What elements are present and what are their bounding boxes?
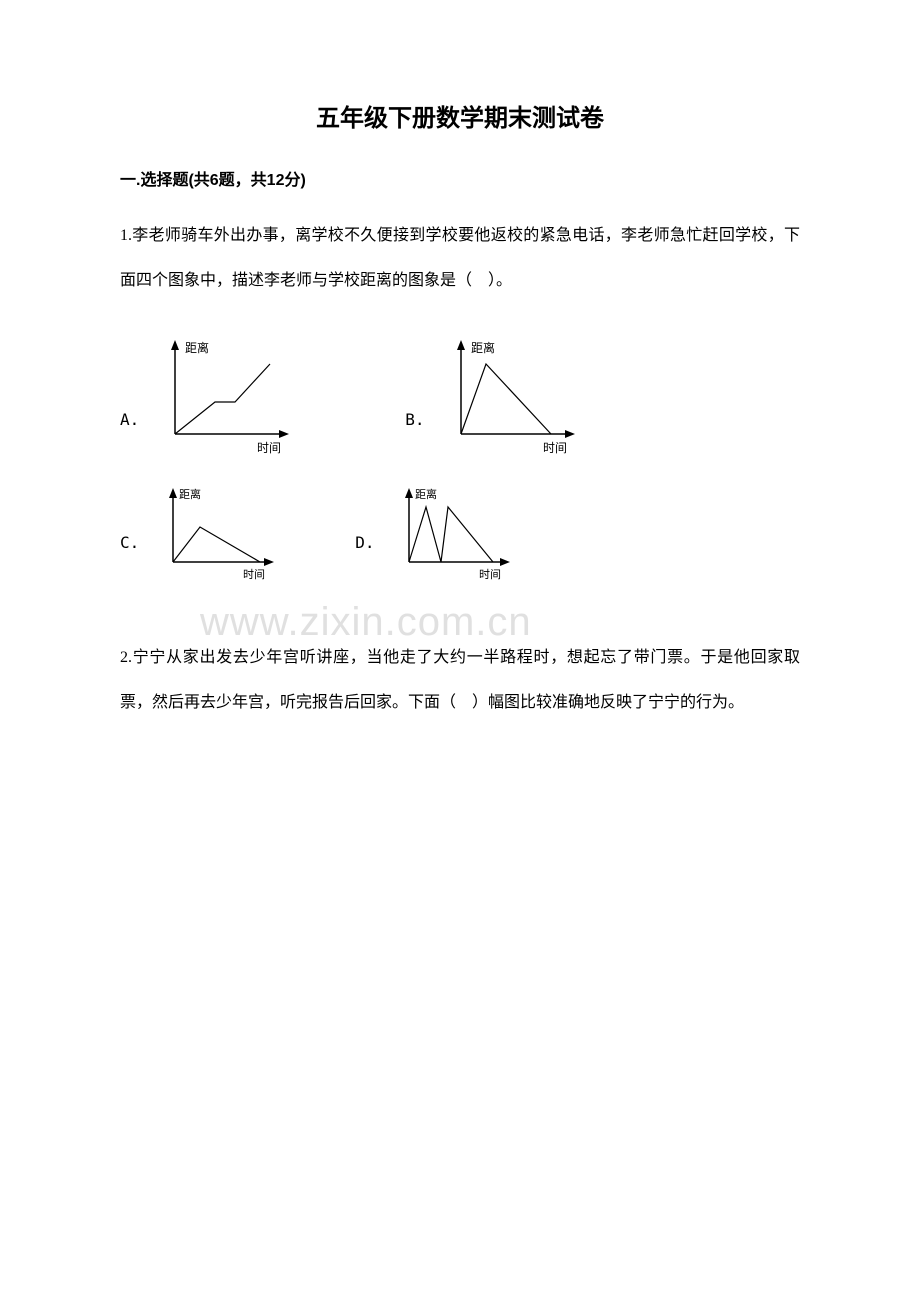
chart-C-ylabel: 距离: [179, 487, 201, 501]
chart-D-svg: 距离 时间: [381, 482, 521, 587]
section-heading-1: 一.选择题(共6题，共12分): [120, 168, 800, 194]
option-A: A. 距离 时间: [120, 334, 305, 473]
chart-B-ylabel: 距离: [471, 340, 495, 355]
option-D-chart: 距离 时间: [381, 482, 521, 596]
option-A-chart: 距离 时间: [145, 334, 305, 473]
option-D: D. 距离 时间: [355, 482, 520, 596]
chart-C-svg: 距离 时间: [145, 482, 285, 587]
chart-C-line: [173, 527, 260, 562]
chart-A-xlabel: 时间: [257, 441, 281, 455]
chart-A-ylabel: 距离: [185, 340, 209, 355]
option-B-label: B.: [405, 407, 424, 433]
chart-D-line: [409, 507, 493, 562]
chart-B-line: [461, 364, 551, 434]
question-1-options: A. 距离 时间 B.: [120, 334, 800, 596]
page-title: 五年级下册数学期末测试卷: [120, 100, 800, 138]
question-1-text: 1.李老师骑车外出办事，离学校不久便接到学校要他返校的紧急电话，李老师急忙赶回学…: [120, 214, 800, 304]
question-2-text: 2.宁宁从家出发去少年宫听讲座，当他走了大约一半路程时，想起忘了带门票。于是他回…: [120, 636, 800, 726]
chart-A-line: [175, 364, 270, 434]
option-A-label: A.: [120, 407, 139, 433]
option-C: C. 距离 时间: [120, 482, 285, 596]
option-D-label: D.: [355, 530, 374, 556]
chart-D-ylabel: 距离: [415, 487, 437, 501]
option-row-2: C. 距离 时间 D.: [120, 482, 800, 596]
content-layer: 五年级下册数学期末测试卷 一.选择题(共6题，共12分) 1.李老师骑车外出办事…: [120, 100, 800, 725]
option-C-chart: 距离 时间: [145, 482, 285, 596]
option-B-chart: 距离 时间: [431, 334, 591, 473]
chart-A-svg: 距离 时间: [145, 334, 305, 464]
chart-B-xlabel: 时间: [543, 441, 567, 455]
chart-B-svg: 距离 时间: [431, 334, 591, 464]
option-C-label: C.: [120, 530, 139, 556]
chart-C-xlabel: 时间: [243, 568, 265, 581]
option-B: B. 距离 时间: [405, 334, 590, 473]
option-row-1: A. 距离 时间 B.: [120, 334, 800, 473]
chart-D-xlabel: 时间: [479, 568, 501, 581]
